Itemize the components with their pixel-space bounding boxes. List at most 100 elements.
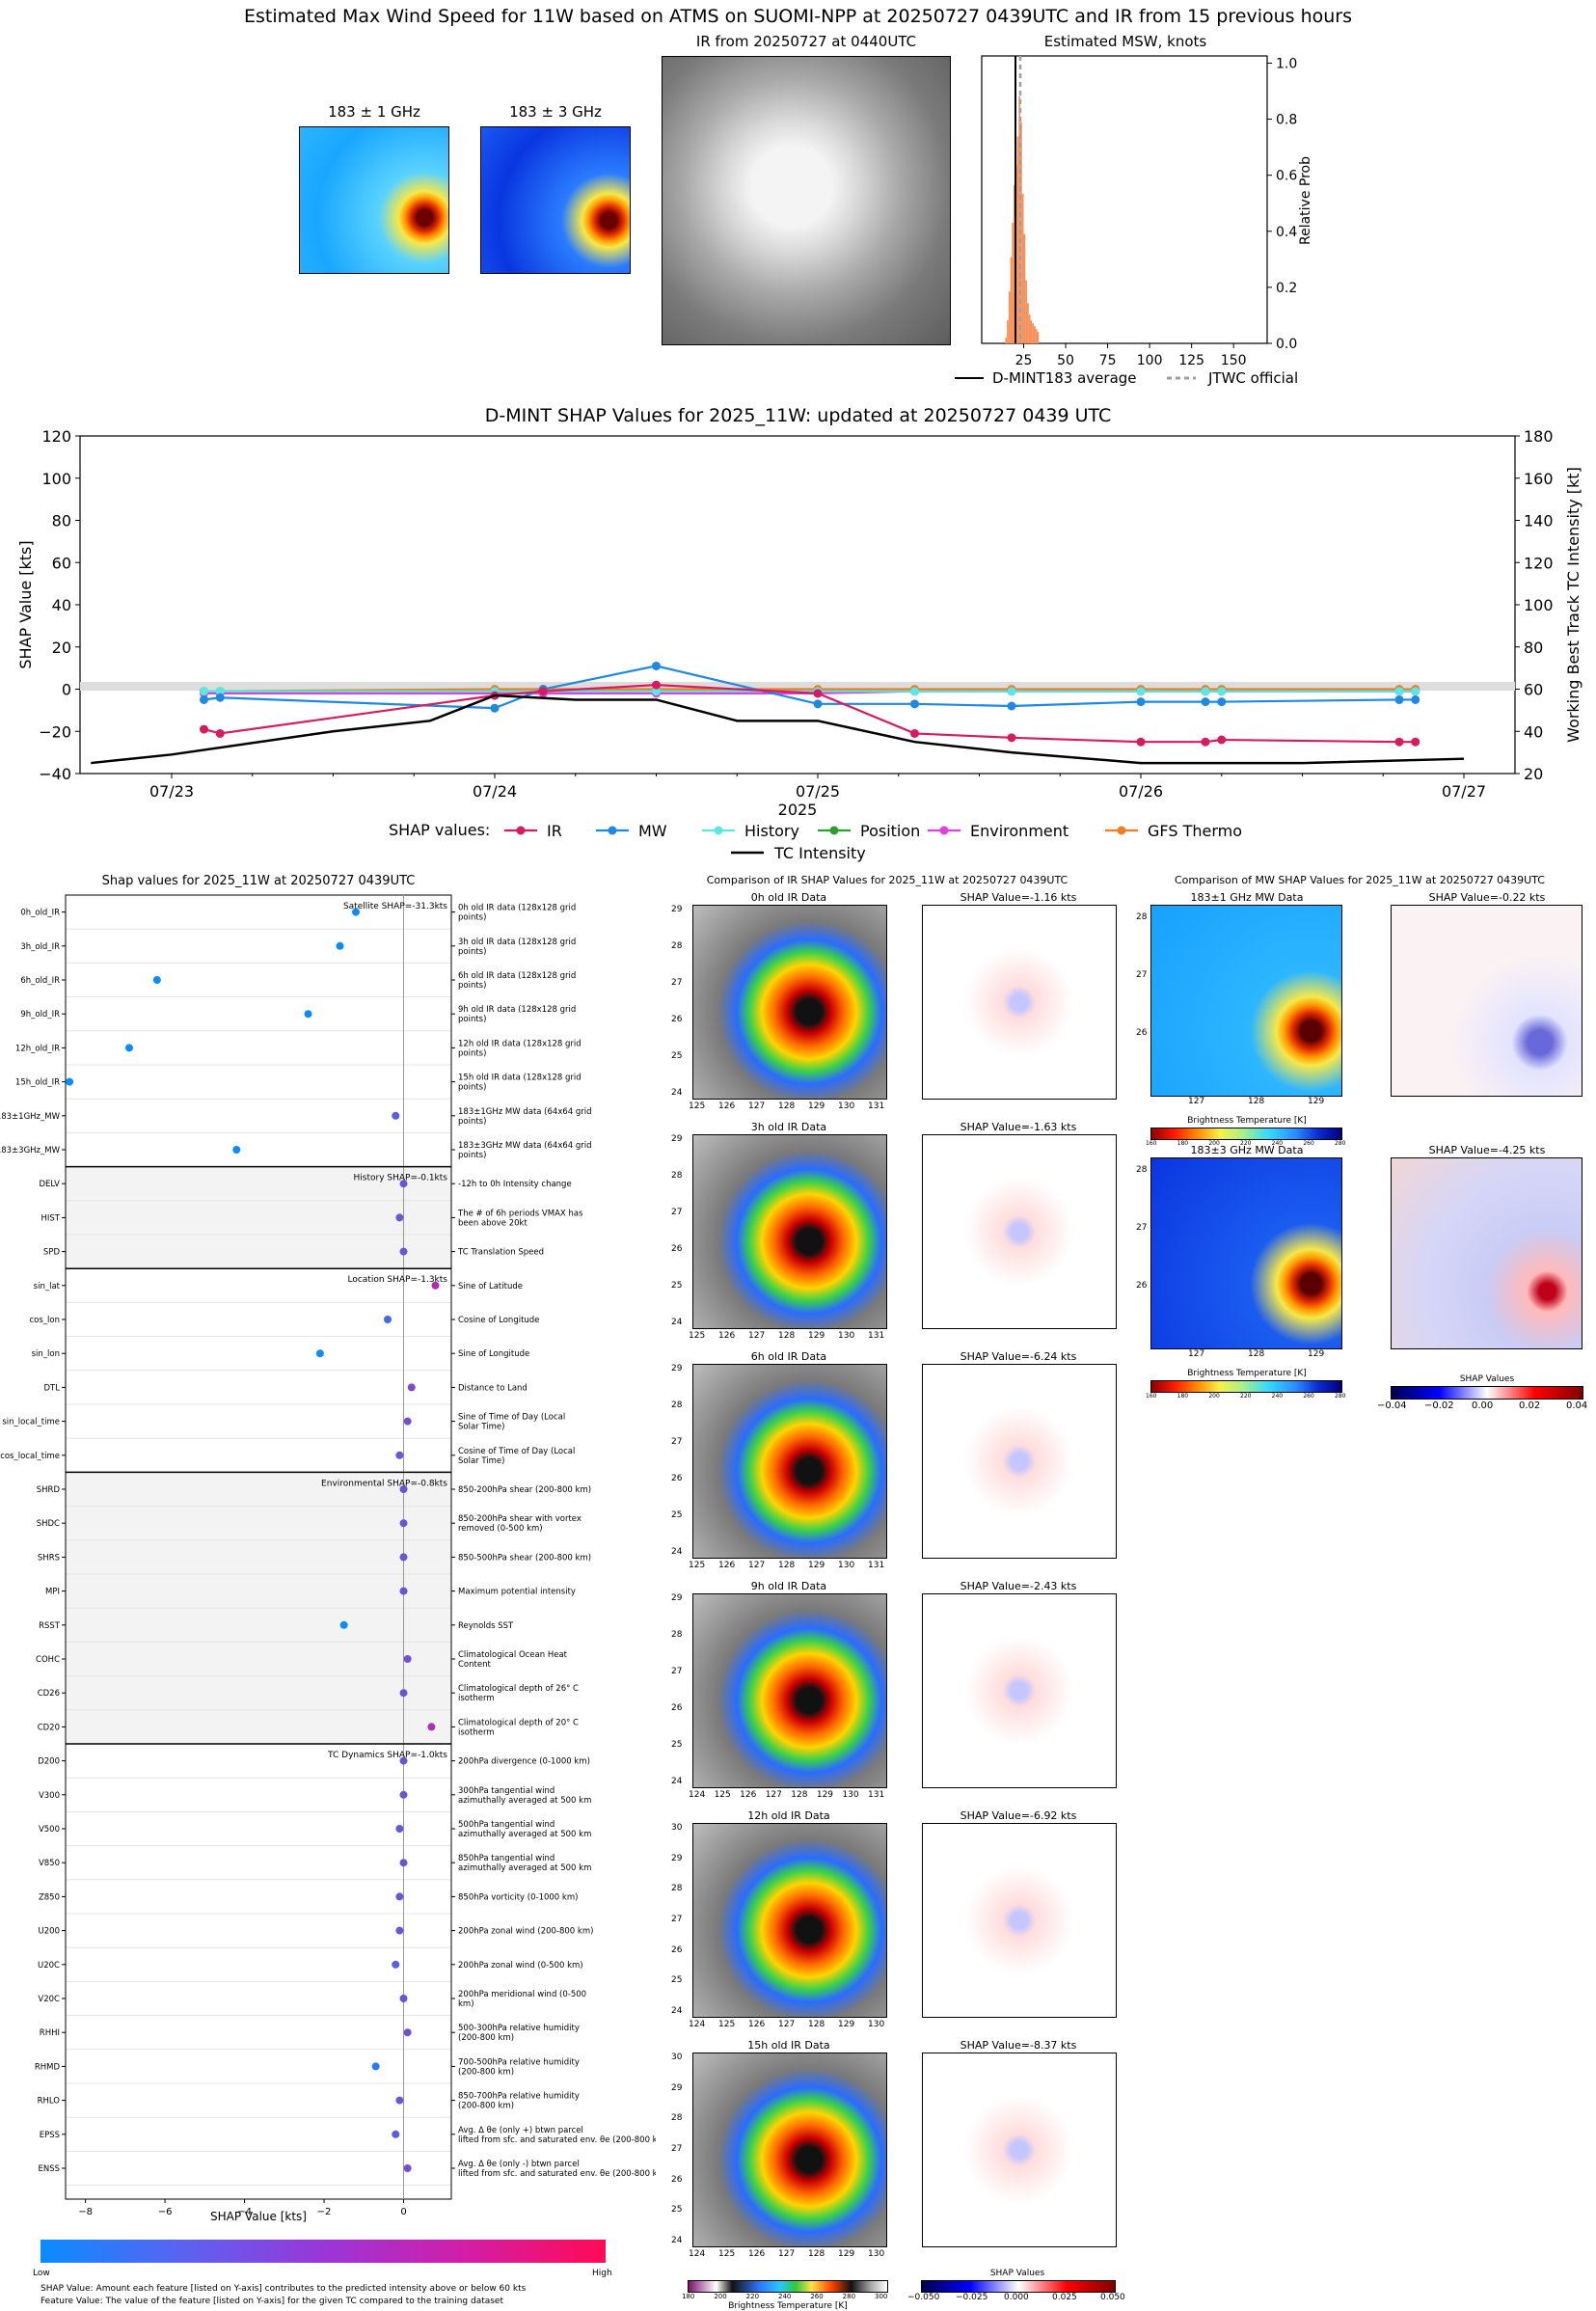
feature-shap-point	[339, 1620, 348, 1629]
mw-cbar-tick: 240	[1271, 1393, 1284, 1400]
feature-desc: Sine of Latitude	[458, 1282, 523, 1291]
series-ir-point	[1217, 735, 1227, 745]
feature-shap-point	[399, 1553, 408, 1562]
hist-bar	[1028, 314, 1031, 343]
ir-ytick-label: 28	[671, 1884, 683, 1894]
feature-desc: 500-300hPa relative humidity	[458, 2024, 580, 2033]
feature-desc-cont: km)	[458, 1999, 474, 2009]
ir-xtick-label: 129	[808, 1561, 825, 1570]
feature-name: SHDC	[37, 1519, 60, 1529]
legend-marker	[829, 826, 839, 835]
feature-name: 9h_old_IR	[20, 1010, 60, 1020]
ts-left-tick-label: 60	[52, 554, 71, 572]
ir-ytick-label: 24	[671, 2236, 683, 2245]
ts-right-tick-label: 40	[1524, 722, 1543, 741]
ir-ytick-label: 26	[671, 1474, 683, 1483]
feature-name: HIST	[41, 1213, 61, 1223]
legend-marker	[1117, 826, 1126, 835]
ir-ytick-label: 28	[671, 1630, 683, 1640]
hist-xtick-label: 100	[1137, 353, 1163, 368]
feature-shap-point	[395, 1213, 404, 1222]
ir-xtick-label: 125	[718, 2249, 736, 2259]
feature-desc-cont: points)	[458, 1048, 486, 1058]
feature-shap-point	[403, 2028, 412, 2037]
mw-shap-cbar-tick: −0.04	[1377, 1400, 1407, 1411]
ts-left-tick-label: 120	[41, 427, 71, 446]
ts-right-tick-label: 100	[1524, 596, 1554, 614]
feature-name: SHRS	[38, 1553, 60, 1563]
ir-ytick-label: 27	[671, 1915, 683, 1924]
ir-xtick-label: 128	[778, 1101, 796, 1111]
feature-name: 12h_old_IR	[15, 1044, 60, 1053]
hist-bar	[1032, 323, 1034, 343]
legend-label: Position	[860, 822, 920, 840]
feature-name: 0h_old_IR	[20, 909, 60, 918]
ir-xtick-label: 125	[718, 2020, 736, 2029]
ir-xtick-label: 129	[838, 2249, 855, 2259]
series-mw-point	[813, 699, 823, 709]
ir-cbar-tick: 240	[778, 2293, 792, 2300]
ir-ytick-label: 28	[671, 1400, 683, 1410]
ts-left-tick-label: 20	[52, 639, 71, 657]
mw3-thumbnail	[480, 126, 631, 274]
hist-bar	[1010, 257, 1013, 343]
feature-name: D200	[38, 1757, 60, 1767]
mw-shap-cbar-tick: −0.02	[1424, 1400, 1454, 1411]
ir-shap-value-label: SHAP Value=-2.43 kts	[960, 1580, 1077, 1592]
series-mw-point	[652, 661, 661, 670]
feature-name: 15h_old_IR	[15, 1078, 60, 1088]
mw-shap-map	[1391, 1157, 1582, 1349]
ir-ytick-label: 25	[671, 1975, 683, 1986]
series-mw-point	[1201, 697, 1210, 707]
note-shap-value: SHAP Value: Amount each feature [listed …	[41, 2284, 527, 2294]
feature-desc: 9h old IR data (128x128 grid	[458, 1005, 576, 1015]
feature-desc: Climatological Ocean Heat	[458, 1650, 568, 1660]
ir-xtick-label: 131	[868, 1101, 885, 1111]
series-ir-point	[1201, 737, 1210, 747]
feature-desc: 850-500hPa shear (200-800 km)	[458, 1553, 591, 1563]
feature-desc: Maximum potential intensity	[458, 1588, 576, 1597]
ir-xtick-label: 130	[868, 2020, 885, 2029]
feature-name: CD26	[38, 1689, 60, 1699]
feature-shap-point	[395, 2096, 404, 2105]
legend-title: SHAP values:	[389, 821, 490, 839]
ir-shap-value-label: SHAP Value=-1.63 kts	[960, 1121, 1077, 1133]
feature-shap-point	[399, 1756, 408, 1765]
series-history-point	[215, 687, 225, 696]
feature-shap-point	[399, 1995, 408, 2002]
ir-ytick-label: 26	[671, 1703, 683, 1713]
feature-shap-point	[315, 1349, 324, 1358]
feature-desc-cont: points)	[458, 1117, 486, 1127]
feature-group-bg	[66, 1166, 451, 1269]
feature-shap-point	[392, 1960, 400, 1969]
feat-xlabel: SHAP Value [kts]	[210, 2210, 307, 2223]
series-history-point	[1217, 687, 1227, 696]
series-ir-point	[538, 687, 548, 696]
ir-xtick-label: 125	[689, 1101, 706, 1111]
feature-desc-cont: points)	[458, 981, 486, 991]
feature-desc: 850-200hPa shear with vortex	[458, 1514, 582, 1524]
series-history-point	[1136, 687, 1146, 696]
feature-name: 6h_old_IR	[20, 976, 60, 986]
feature-desc: 0h old IR data (128x128 grid	[458, 904, 576, 913]
ir-shap-cbar-tick: 0.025	[1052, 2293, 1077, 2302]
feature-shap-point	[395, 1451, 404, 1459]
ir-xtick-label: 125	[714, 1790, 731, 1800]
feature-name: DELV	[39, 1180, 60, 1189]
feature-desc: Reynolds SST	[458, 1621, 514, 1631]
feature-name: cos_local_time	[0, 1452, 60, 1461]
ir-ytick-label: 25	[671, 1051, 683, 1061]
ir-data-map	[692, 2053, 887, 2247]
hist-ytick-label: 0.0	[1276, 337, 1297, 352]
ir-cbar-tick: 180	[682, 2293, 695, 2300]
feature-desc-cont: (200-800 km)	[458, 2033, 514, 2043]
mw-cbar-label: Brightness Temperature [K]	[1187, 1369, 1307, 1378]
feature-desc-cont: removed (0-500 km)	[458, 1524, 543, 1534]
ir-xtick-label: 130	[868, 2249, 885, 2259]
ir-ytick-label: 25	[671, 1510, 683, 1520]
ir-shap-cbar-tick: −0.050	[907, 2293, 940, 2302]
feature-desc-cont: points)	[458, 1015, 486, 1024]
ir-xtick-label: 129	[816, 1790, 834, 1800]
feature-shap-point	[403, 1655, 412, 1663]
feature-name: RHHI	[40, 2028, 60, 2038]
